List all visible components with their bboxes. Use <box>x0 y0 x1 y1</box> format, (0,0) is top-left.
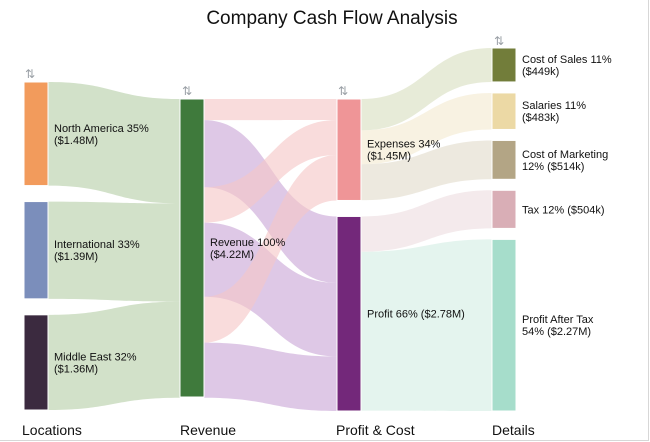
node-pat[interactable] <box>491 238 517 412</box>
node-label-line-mkt-0: Cost of Marketing <box>522 149 608 161</box>
link-rev-to-profit-8[interactable] <box>204 342 337 411</box>
node-label-rev: Revenue 100% ($4.22M) <box>210 237 285 261</box>
node-label-pat: Profit After Tax 54% ($2.27M) <box>522 314 594 338</box>
link-profit-to-tax-12[interactable] <box>361 190 492 252</box>
sort-arrows-icon-0[interactable]: ⇅ <box>25 67 35 81</box>
node-label-cos: Cost of Sales 11% ($449k) <box>522 54 612 78</box>
node-label-line-exp-0: Expenses 34% <box>367 139 441 151</box>
node-label-profit: Profit 66% ($2.78M) <box>367 309 465 321</box>
node-label-line-tax-0: Tax 12% ($504k) <box>522 204 605 216</box>
node-sal[interactable] <box>491 92 517 130</box>
link-na-to-rev-0[interactable] <box>48 82 180 204</box>
sort-arrows-icon-3[interactable]: ⇅ <box>494 34 504 48</box>
node-profit[interactable] <box>336 215 362 412</box>
node-label-intl: International 33% ($1.39M) <box>54 239 140 263</box>
node-label-line-sal-0: Salaries 11% <box>522 100 586 112</box>
stages-layer: Locations Revenue Profit & Cost Details <box>22 422 535 438</box>
node-label-line-na-0: North America 35% <box>54 123 149 135</box>
node-label-line-me-1: ($1.36M) <box>54 363 98 375</box>
node-label-line-sal-1: ($483k) <box>522 112 559 124</box>
nodes-layer <box>23 47 517 412</box>
node-intl[interactable] <box>23 201 49 300</box>
links-layer <box>48 48 492 411</box>
sort-arrows-icon-2[interactable]: ⇅ <box>338 84 348 98</box>
stage-label-details: Details <box>492 422 535 438</box>
node-label-line-rev-1: ($4.22M) <box>210 249 254 261</box>
node-mkt[interactable] <box>491 139 517 180</box>
stage-label-locations: Locations <box>22 422 82 438</box>
node-label-line-intl-1: ($1.39M) <box>54 251 98 263</box>
node-label-sal: Salaries 11% ($483k) <box>522 100 586 124</box>
stage-label-revenue: Revenue <box>180 422 236 438</box>
node-label-line-pat-0: Profit After Tax <box>522 314 594 326</box>
node-label-line-mkt-1: 12% ($514k) <box>522 161 584 173</box>
node-label-na: North America 35% ($1.48M) <box>54 123 149 147</box>
link-exp-to-mkt-11[interactable] <box>361 140 492 201</box>
link-rev-to-exp-7[interactable] <box>204 154 337 343</box>
link-profit-to-pat-13[interactable] <box>361 239 492 411</box>
node-label-line-me-0: Middle East 32% <box>54 351 137 363</box>
node-na[interactable] <box>23 81 49 187</box>
link-rev-to-exp-3[interactable] <box>204 99 337 121</box>
node-label-line-intl-0: International 33% <box>54 239 140 251</box>
node-label-line-cos-1: ($449k) <box>522 66 559 78</box>
node-label-line-cos-0: Cost of Sales 11% <box>522 54 612 66</box>
node-me[interactable] <box>23 314 49 411</box>
link-rev-to-profit-4[interactable] <box>204 120 337 283</box>
sort-layer: ⇅ ⇅ ⇅ ⇅ <box>25 34 504 98</box>
node-label-line-pat-1: 54% ($2.27M) <box>522 326 591 338</box>
labels-layer: North America 35% ($1.48M) International 3… <box>54 54 612 375</box>
link-intl-to-rev-1[interactable] <box>48 201 180 302</box>
node-label-line-profit-0: Profit 66% ($2.78M) <box>367 309 465 321</box>
node-label-line-rev-0: Revenue 100% <box>210 237 285 249</box>
node-label-mkt: Cost of Marketing 12% ($514k) <box>522 149 608 173</box>
stage-label-profit-cost: Profit & Cost <box>336 422 415 438</box>
chart-title: Company Cash Flow Analysis <box>206 8 457 29</box>
node-tax[interactable] <box>491 189 517 229</box>
link-rev-to-profit-6[interactable] <box>204 222 337 357</box>
link-exp-to-sal-10[interactable] <box>361 92 492 165</box>
node-label-me: Middle East 32% ($1.36M) <box>54 351 137 375</box>
node-exp[interactable] <box>336 98 362 201</box>
node-label-tax: Tax 12% ($504k) <box>522 204 605 216</box>
link-exp-to-cos-9[interactable] <box>361 48 492 131</box>
link-rev-to-exp-5[interactable] <box>204 119 337 223</box>
node-label-exp: Expenses 34% ($1.45M) <box>367 139 441 163</box>
node-label-line-exp-1: ($1.45M) <box>367 151 411 163</box>
node-cos[interactable] <box>491 47 517 83</box>
link-me-to-rev-2[interactable] <box>48 301 180 410</box>
node-rev[interactable] <box>179 98 205 398</box>
node-label-line-na-1: ($1.48M) <box>54 135 98 147</box>
sort-arrows-icon-1[interactable]: ⇅ <box>182 84 192 98</box>
